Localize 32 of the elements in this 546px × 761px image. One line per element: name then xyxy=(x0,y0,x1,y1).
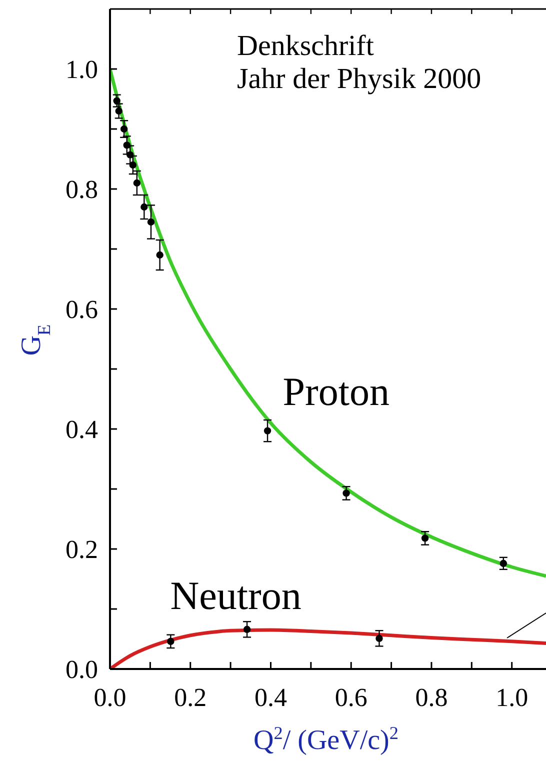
x-tick-label: 0.2 xyxy=(174,683,207,712)
y-tick-label: 0.4 xyxy=(66,415,98,444)
point xyxy=(120,125,128,133)
point xyxy=(133,179,141,187)
point xyxy=(342,490,350,497)
x-tick-label: 0.6 xyxy=(334,683,368,712)
annotation: Jahr der Physik 2000 xyxy=(237,63,482,95)
y-tick-label: 0.6 xyxy=(66,295,98,324)
x-tick-label: 0.0 xyxy=(94,683,126,712)
point xyxy=(129,161,137,169)
y-tick-label: 0.2 xyxy=(66,535,98,564)
point xyxy=(140,203,148,211)
point xyxy=(115,107,122,115)
series-label: Neutron xyxy=(170,573,302,618)
annotation: Denkschrift xyxy=(237,30,374,62)
y-tick-label: 1.0 xyxy=(66,55,98,84)
point xyxy=(500,560,508,567)
y-tick-label: 0.8 xyxy=(66,175,98,204)
x-tick-label: 0.8 xyxy=(415,683,448,712)
x-tick-label: 1.0 xyxy=(496,683,528,712)
point xyxy=(264,427,272,434)
point xyxy=(167,638,174,645)
point xyxy=(243,626,251,633)
point xyxy=(147,218,155,226)
x-tick-label: 0.4 xyxy=(254,683,287,712)
point xyxy=(156,251,164,259)
line-series xyxy=(110,67,546,578)
y-tick-label: 0.0 xyxy=(66,655,98,684)
x-axis-title: Q$^{2}$/ (GeV/c)$^{2}$ xyxy=(254,723,398,756)
point xyxy=(421,534,429,542)
point xyxy=(376,634,383,642)
series-label: Proton xyxy=(282,369,390,414)
